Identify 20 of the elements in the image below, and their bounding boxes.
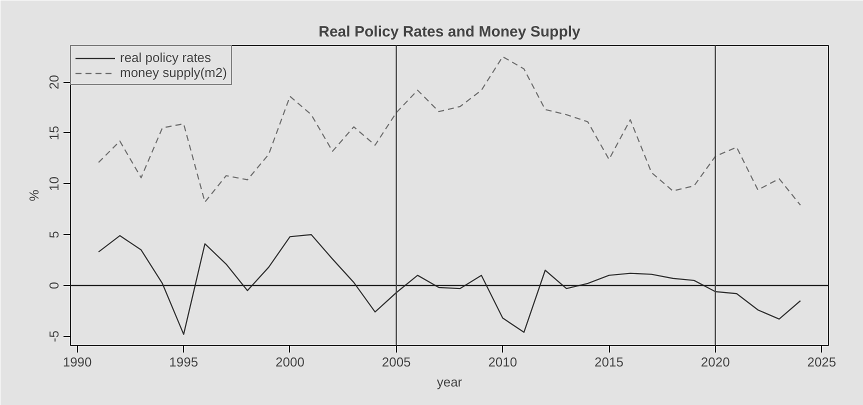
y-axis-title: %	[26, 189, 42, 202]
legend-label: money supply(m2)	[120, 65, 227, 80]
x-axis-title: year	[436, 374, 463, 390]
x-tick-label: 2005	[382, 354, 411, 370]
x-tick-label: 2025	[807, 354, 836, 370]
x-tick-label: 2015	[594, 354, 624, 370]
y-tick-label: -5	[46, 330, 62, 342]
x-tick-label: 2000	[276, 354, 304, 370]
x-tick-label: 2010	[488, 354, 518, 370]
y-tick-label: 20	[46, 74, 62, 90]
chart-title: Real Policy Rates and Money Supply	[318, 24, 582, 40]
x-tick-label: 1995	[169, 354, 198, 370]
y-tick-label: 15	[46, 126, 62, 140]
y-tick-label: 10	[46, 176, 62, 192]
x-tick-label: 2020	[700, 354, 730, 370]
legend-label: real policy rates	[120, 50, 212, 65]
y-tick-label: 5	[46, 231, 62, 238]
y-tick-label: 0	[46, 282, 62, 290]
line-series	[98, 234, 802, 335]
x-tick-label: 1990	[62, 354, 92, 370]
